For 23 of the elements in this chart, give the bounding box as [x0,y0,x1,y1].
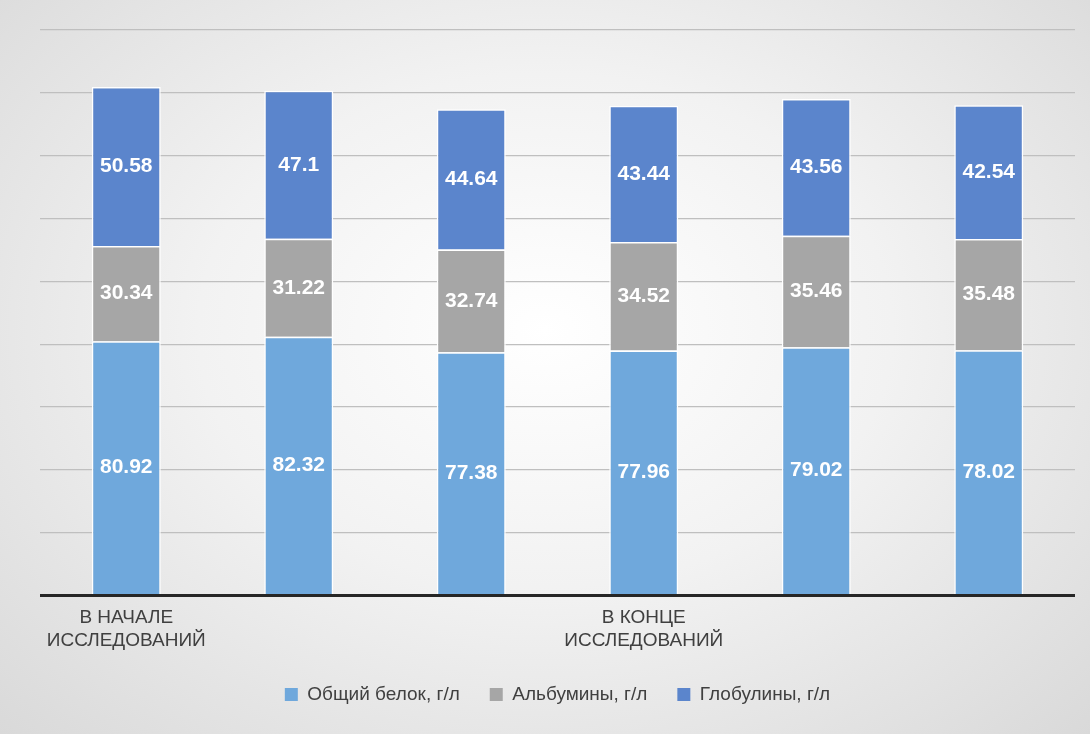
data-label: 31.22 [272,274,326,298]
data-label: 80.92 [99,454,153,478]
x-tick-label: В КОНЦЕ ИССЛЕДОВАНИЙ [564,606,724,650]
legend-label: Общий белок, г/л [307,682,460,704]
data-label: 79.02 [789,457,843,481]
data-label: 77.38 [444,459,498,483]
data-label: 30.34 [99,280,153,304]
data-label: 34.52 [617,283,671,307]
data-label: 78.02 [962,458,1016,482]
data-label: 35.48 [962,281,1016,305]
data-label: 35.46 [789,278,843,302]
data-label: 47.1 [278,151,320,175]
legend-label: Глобулины, г/л [699,682,831,704]
data-label: 42.54 [962,158,1016,182]
legend-label: Альбумины, г/л [512,682,648,704]
data-label: 43.44 [617,160,671,184]
data-label: 50.58 [99,153,153,177]
data-label: 44.64 [444,166,498,190]
data-label: 77.96 [617,459,671,483]
x-tick-label: В НАЧАЛЕ ИССЛЕДОВАНИЙ [46,606,206,650]
data-label: 43.56 [789,154,843,178]
data-label: 32.74 [444,287,498,311]
data-label: 82.32 [272,452,326,476]
